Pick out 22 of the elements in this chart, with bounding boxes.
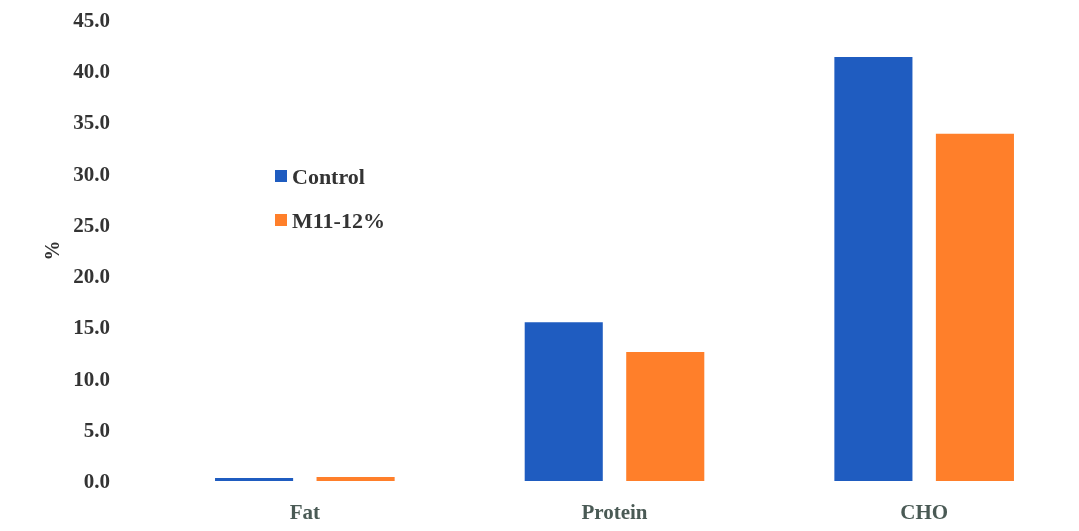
legend-label: M11-12%: [292, 207, 385, 233]
y-tick-label: 45.0: [73, 8, 110, 32]
y-tick-label: 40.0: [73, 59, 110, 84]
bar: [935, 133, 1014, 481]
y-tick-label: 30.0: [73, 161, 110, 186]
y-tick-label: 5.0: [83, 417, 110, 442]
bar: [834, 56, 913, 481]
legend-label: Control: [292, 163, 365, 189]
x-tick-label: CHO: [900, 499, 949, 524]
y-tick-label: 15.0: [73, 315, 110, 340]
bar: [626, 351, 705, 481]
y-tick-label: 10.0: [73, 366, 110, 391]
bar: [524, 322, 603, 481]
y-tick-label: 35.0: [73, 110, 110, 135]
x-tick-label: Fat: [289, 499, 320, 524]
bar: [316, 476, 395, 481]
y-tick-label: 20.0: [73, 264, 110, 289]
y-tick-label: 25.0: [73, 212, 110, 237]
y-axis-title: %: [41, 240, 64, 261]
bar: [215, 477, 294, 481]
y-tick-label: 0.0: [83, 469, 110, 493]
x-tick-label: Protein: [581, 499, 648, 524]
